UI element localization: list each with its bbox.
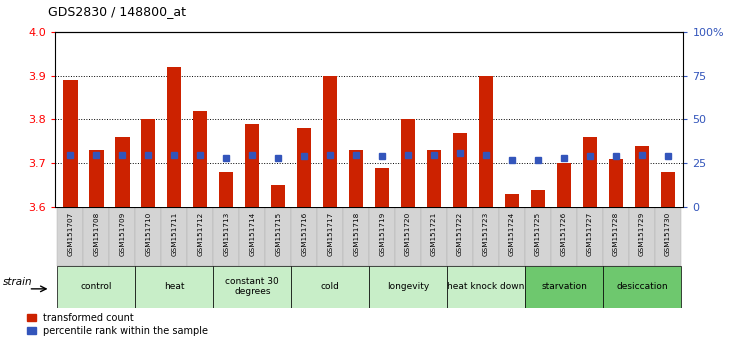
Text: desiccation: desiccation	[616, 282, 667, 291]
Text: GSM151727: GSM151727	[587, 212, 593, 256]
Text: GSM151717: GSM151717	[327, 212, 333, 256]
Bar	[135, 266, 213, 308]
Bar	[609, 159, 623, 207]
Bar	[603, 207, 629, 266]
Text: GSM151708: GSM151708	[94, 212, 99, 256]
Bar	[239, 207, 265, 266]
Bar	[89, 150, 104, 207]
Bar	[323, 76, 337, 207]
Bar	[525, 266, 603, 308]
Bar	[83, 207, 110, 266]
Text: GSM151725: GSM151725	[535, 212, 541, 256]
Bar	[369, 207, 395, 266]
Bar	[655, 207, 681, 266]
Bar	[531, 189, 545, 207]
Text: GSM151714: GSM151714	[249, 212, 255, 256]
Bar	[213, 266, 291, 308]
Bar	[473, 207, 499, 266]
Text: GSM151729: GSM151729	[639, 212, 645, 256]
Bar	[375, 168, 390, 207]
Bar	[603, 266, 681, 308]
Text: control: control	[80, 282, 112, 291]
Bar	[219, 172, 233, 207]
Bar	[193, 111, 208, 207]
Bar	[115, 137, 129, 207]
Text: GSM151715: GSM151715	[276, 212, 281, 256]
Text: GSM151721: GSM151721	[431, 212, 437, 256]
Bar	[343, 207, 369, 266]
Bar	[58, 207, 83, 266]
Bar	[583, 137, 597, 207]
Bar	[317, 207, 343, 266]
Bar	[291, 207, 317, 266]
Text: GSM151719: GSM151719	[379, 212, 385, 256]
Bar	[479, 76, 493, 207]
Bar	[447, 207, 473, 266]
Text: starvation: starvation	[541, 282, 587, 291]
Bar	[349, 150, 363, 207]
Text: GSM151709: GSM151709	[119, 212, 126, 256]
Bar	[213, 207, 239, 266]
Bar	[499, 207, 525, 266]
Bar	[64, 80, 77, 207]
Text: GSM151711: GSM151711	[171, 212, 178, 256]
Bar	[58, 266, 135, 308]
Bar	[557, 163, 571, 207]
Bar	[395, 207, 421, 266]
Text: strain: strain	[3, 276, 32, 287]
Bar	[297, 128, 311, 207]
Bar	[162, 207, 187, 266]
Bar	[141, 120, 156, 207]
Text: GSM151723: GSM151723	[483, 212, 489, 256]
Text: GSM151722: GSM151722	[457, 212, 463, 256]
Bar	[629, 207, 655, 266]
Bar	[635, 146, 649, 207]
Text: GSM151724: GSM151724	[509, 212, 515, 256]
Text: GDS2830 / 148800_at: GDS2830 / 148800_at	[48, 5, 186, 18]
Text: heat: heat	[164, 282, 184, 291]
Text: longevity: longevity	[387, 282, 429, 291]
Bar	[421, 207, 447, 266]
Bar	[271, 185, 285, 207]
Text: GSM151713: GSM151713	[223, 212, 230, 256]
Text: GSM151728: GSM151728	[613, 212, 619, 256]
Bar	[135, 207, 162, 266]
Bar	[447, 266, 525, 308]
Text: GSM151710: GSM151710	[145, 212, 151, 256]
Text: cold: cold	[321, 282, 340, 291]
Bar	[245, 124, 260, 207]
Bar	[401, 120, 415, 207]
Legend: transformed count, percentile rank within the sample: transformed count, percentile rank withi…	[27, 313, 208, 336]
Text: GSM151718: GSM151718	[353, 212, 359, 256]
Bar	[265, 207, 291, 266]
Text: GSM151720: GSM151720	[405, 212, 411, 256]
Bar	[661, 172, 675, 207]
Bar	[369, 266, 447, 308]
Text: GSM151730: GSM151730	[665, 212, 671, 256]
Text: GSM151712: GSM151712	[197, 212, 203, 256]
Bar	[291, 266, 369, 308]
Bar	[167, 67, 181, 207]
Bar	[453, 133, 467, 207]
Bar	[505, 194, 519, 207]
Text: heat knock down: heat knock down	[447, 282, 525, 291]
Text: GSM151707: GSM151707	[67, 212, 73, 256]
Text: GSM151726: GSM151726	[561, 212, 567, 256]
Text: GSM151716: GSM151716	[301, 212, 307, 256]
Text: constant 30
degrees: constant 30 degrees	[225, 277, 279, 296]
Bar	[577, 207, 603, 266]
Bar	[187, 207, 213, 266]
Bar	[110, 207, 135, 266]
Bar	[551, 207, 577, 266]
Bar	[427, 150, 442, 207]
Bar	[525, 207, 551, 266]
